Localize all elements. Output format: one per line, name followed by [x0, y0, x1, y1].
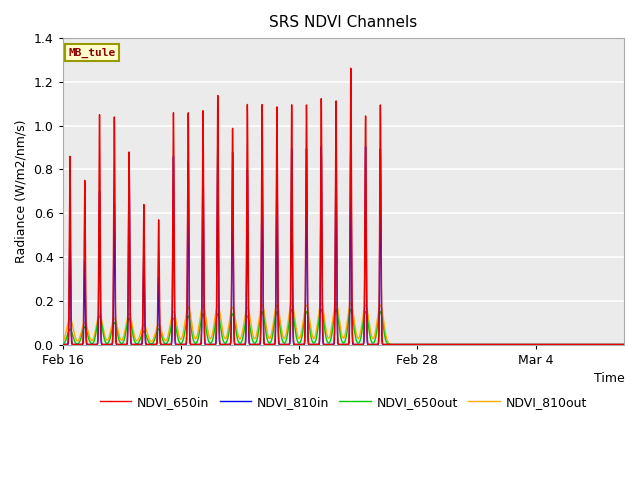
NDVI_810in — [564, 342, 572, 348]
NDVI_650in — [523, 342, 531, 348]
NDVI_650in — [347, 65, 355, 71]
NDVI_650out — [385, 341, 392, 347]
NDVI_810out — [543, 342, 551, 348]
NDVI_650out — [288, 307, 296, 312]
NDVI_650in — [543, 342, 551, 348]
NDVI_650out — [479, 342, 487, 348]
NDVI_810out — [259, 303, 267, 309]
NDVI_650in — [315, 342, 323, 348]
NDVI_810out — [502, 342, 509, 348]
Line: NDVI_810in: NDVI_810in — [63, 147, 624, 345]
NDVI_810in — [543, 342, 551, 348]
NDVI_810in — [399, 342, 407, 348]
NDVI_810in — [59, 342, 67, 348]
X-axis label: Time: Time — [593, 372, 624, 385]
Y-axis label: Radiance (W/m2/nm/s): Radiance (W/m2/nm/s) — [15, 120, 28, 263]
NDVI_650in — [259, 227, 267, 233]
NDVI_810out — [315, 312, 323, 317]
Line: NDVI_810out: NDVI_810out — [63, 303, 624, 345]
Title: SRS NDVI Channels: SRS NDVI Channels — [269, 15, 417, 30]
NDVI_650out — [259, 310, 267, 316]
NDVI_650out — [315, 320, 323, 325]
NDVI_810in — [385, 342, 392, 348]
Line: NDVI_650out: NDVI_650out — [63, 310, 624, 345]
NDVI_650in — [385, 342, 392, 348]
NDVI_650out — [523, 342, 531, 348]
NDVI_650out — [564, 342, 572, 348]
NDVI_810out — [620, 342, 628, 348]
NDVI_650in — [402, 342, 410, 348]
NDVI_810out — [59, 340, 67, 346]
Line: NDVI_650in: NDVI_650in — [63, 68, 624, 345]
NDVI_810in — [317, 144, 325, 150]
NDVI_650out — [59, 341, 67, 347]
NDVI_810out — [523, 342, 531, 348]
NDVI_650out — [620, 342, 628, 348]
NDVI_650in — [59, 342, 67, 348]
NDVI_650in — [564, 342, 572, 348]
Legend: NDVI_650in, NDVI_810in, NDVI_650out, NDVI_810out: NDVI_650in, NDVI_810in, NDVI_650out, NDV… — [95, 391, 592, 414]
NDVI_810out — [385, 340, 392, 346]
NDVI_810in — [259, 263, 267, 269]
NDVI_810in — [620, 342, 628, 348]
NDVI_810in — [315, 342, 323, 348]
NDVI_810out — [288, 300, 296, 306]
NDVI_650in — [620, 342, 628, 348]
NDVI_810in — [523, 342, 531, 348]
NDVI_650out — [543, 342, 551, 348]
NDVI_810out — [564, 342, 572, 348]
Text: MB_tule: MB_tule — [68, 48, 115, 58]
